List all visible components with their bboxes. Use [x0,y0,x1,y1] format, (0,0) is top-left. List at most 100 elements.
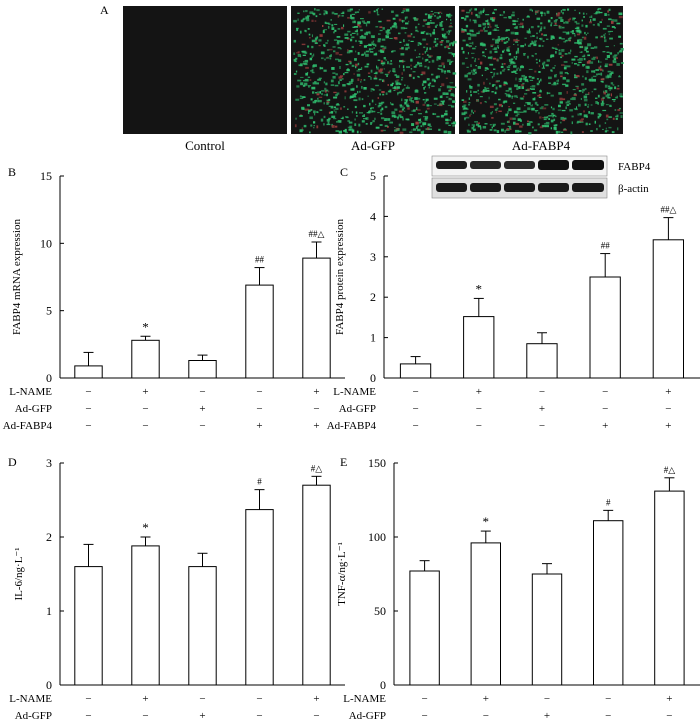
condition-label: Ad-GFP [15,710,52,722]
condition-sign: − [199,386,205,398]
condition-sign: + [539,403,545,415]
significance-mark: #△ [664,465,676,475]
fluorescence-speckle [461,8,624,135]
condition-sign: + [665,420,671,432]
significance-mark: * [142,520,149,535]
y-tick-label: 0 [46,371,52,385]
y-tick-label: 3 [370,250,376,264]
image-control [123,6,287,134]
condition-sign: − [142,403,148,415]
condition-sign: − [313,403,319,415]
condition-label: L-NAME [9,693,52,705]
condition-sign: − [85,420,91,432]
condition-sign: − [412,386,418,398]
chart-panel-d: D 0 1 2 3 IL-6/ng·L⁻¹ * # #△ L-NAME − + − − + Ad-GFP − − +… [8,455,345,722]
y-axis-title: IL-6/ng·L⁻¹ [13,547,25,600]
y-tick-label: 5 [370,169,376,183]
panel-letter-e: E [340,455,347,469]
bar [302,257,331,379]
condition-sign: − [142,710,148,722]
bar [654,490,685,686]
condition-label: L-NAME [9,386,52,398]
condition-sign: − [256,710,262,722]
condition-sign: + [313,693,319,705]
fluorescence-speckle [293,8,457,134]
y-tick-label: 5 [46,304,52,318]
condition-sign: − [539,386,545,398]
bar [652,239,685,379]
y-tick-label: 150 [368,456,386,470]
y-tick-label: 100 [368,530,386,544]
condition-label: L-NAME [343,693,386,705]
bar [463,316,495,379]
condition-sign: − [142,420,148,432]
blot-label-fabp4: FABP4 [618,161,651,173]
significance-mark: ##△ [309,229,325,239]
condition-sign: − [256,693,262,705]
condition-sign: − [605,693,611,705]
bar [74,566,103,686]
condition-sign: − [476,403,482,415]
western-blot: FABP4 β-actin [431,155,651,199]
image-caption-ad-fabp4: Ad-FABP4 [512,138,571,153]
image-ad-gfp [291,6,457,134]
bar [131,339,160,379]
panel-letter-c: C [340,165,348,179]
condition-label: Ad-GFP [339,403,376,415]
y-tick-label: 4 [370,209,376,223]
condition-sign: − [602,403,608,415]
condition-sign: − [665,403,671,415]
condition-sign: + [199,403,205,415]
image-caption-control: Control [185,138,225,153]
condition-sign: + [313,386,319,398]
condition-label: Ad-FABP4 [327,420,377,432]
condition-label: L-NAME [333,386,376,398]
bar [589,276,621,379]
condition-sign: − [256,403,262,415]
y-tick-label: 0 [380,678,386,692]
y-axis-title: FABP4 mRNA expression [11,219,23,335]
condition-sign: − [544,693,550,705]
condition-sign: − [421,693,427,705]
significance-mark: # [257,477,262,487]
panel-letter-b: B [8,165,16,179]
condition-sign: − [85,386,91,398]
condition-label: Ad-GFP [349,710,386,722]
y-tick-label: 1 [46,604,52,618]
bar [409,570,440,686]
panel-letter-d: D [8,455,17,469]
significance-mark: * [483,514,490,529]
condition-label: Ad-GFP [15,403,52,415]
bar [470,542,502,686]
blot-label-actin: β-actin [618,183,649,195]
condition-sign: + [476,386,482,398]
condition-label: Ad-FABP4 [3,420,53,432]
y-tick-label: 50 [374,604,386,618]
bar [399,363,432,379]
condition-sign: − [412,420,418,432]
condition-sign: − [421,710,427,722]
condition-sign: + [256,420,262,432]
condition-sign: + [666,693,672,705]
condition-sign: − [313,710,319,722]
condition-sign: + [142,693,148,705]
bar [74,365,103,379]
y-tick-label: 1 [370,331,376,345]
chart-panel-c: C 0 1 2 3 4 5 FABP4 protein expression * ## ##△ L-N… [327,165,700,432]
condition-sign: − [85,403,91,415]
condition-sign: + [142,386,148,398]
y-axis-title: FABP4 protein expression [334,219,346,335]
y-tick-label: 0 [370,371,376,385]
bar [245,284,274,379]
bar [245,509,274,686]
condition-sign: − [85,693,91,705]
significance-mark: * [476,281,483,296]
bar [188,360,217,379]
significance-mark: ##△ [660,205,676,215]
bar [593,520,624,686]
y-axis-title: TNF-α/ng·L⁻¹ [336,542,348,606]
condition-sign: − [476,420,482,432]
condition-sign: + [544,710,550,722]
bar [131,545,160,686]
